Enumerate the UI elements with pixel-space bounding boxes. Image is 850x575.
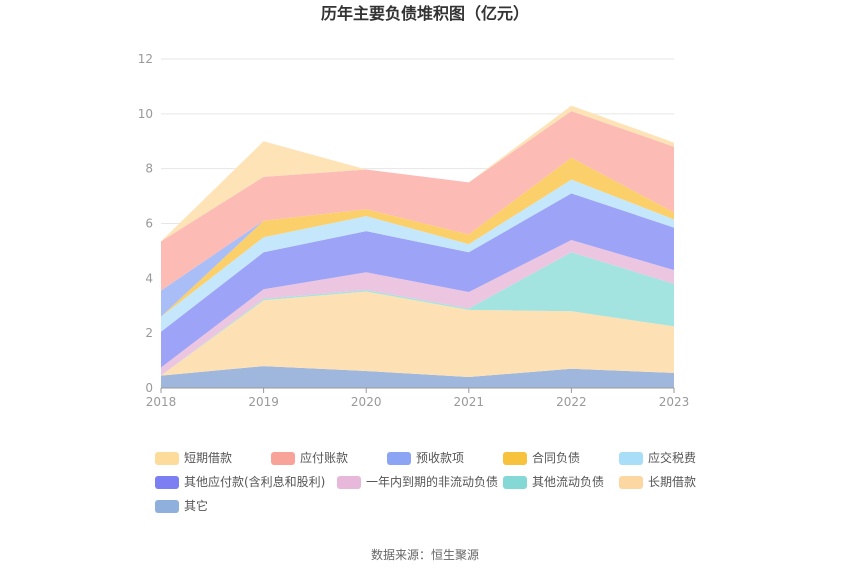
x-tick-label: 2022 bbox=[556, 395, 587, 409]
y-tick-label: 6 bbox=[145, 217, 153, 231]
legend-label: 应交税费 bbox=[648, 450, 696, 465]
legend-label: 短期借款 bbox=[184, 451, 232, 465]
legend-swatch bbox=[155, 476, 179, 489]
legend-swatch bbox=[155, 500, 179, 513]
y-tick-label: 8 bbox=[145, 162, 153, 176]
area-series-2 bbox=[161, 252, 674, 376]
legend-swatch bbox=[155, 452, 179, 465]
legend-label: 应付账款 bbox=[300, 450, 348, 465]
legend-swatch bbox=[503, 476, 527, 489]
chart-title: 历年主要负债堆积图（亿元） bbox=[321, 4, 529, 23]
legend-label: 长期借款 bbox=[648, 475, 696, 489]
legend-label: 一年内到期的非流动负债 bbox=[366, 474, 498, 489]
x-tick-label: 2021 bbox=[454, 395, 485, 409]
area-series-0 bbox=[161, 366, 674, 388]
y-axis-ticks: 0 2 4 6 8 10 12 bbox=[138, 52, 153, 395]
y-tick-label: 2 bbox=[145, 326, 153, 340]
legend-label: 合同负债 bbox=[532, 450, 580, 465]
legend-swatch bbox=[271, 452, 295, 465]
x-tick-label: 2020 bbox=[351, 395, 382, 409]
legend-swatch bbox=[619, 476, 643, 489]
area-series-9 bbox=[161, 105, 674, 242]
y-tick-label: 0 bbox=[145, 381, 153, 395]
x-tick-label: 2019 bbox=[248, 395, 279, 409]
x-tick-label: 2023 bbox=[659, 395, 690, 409]
area-series-1 bbox=[161, 291, 674, 378]
area-series-4 bbox=[161, 193, 674, 368]
area-series-8 bbox=[161, 111, 674, 291]
legend-label: 预收款项 bbox=[416, 451, 464, 465]
legend-swatch bbox=[619, 452, 643, 465]
x-tick-label: 2018 bbox=[146, 395, 177, 409]
y-tick-label: 12 bbox=[138, 52, 153, 66]
legend-swatch bbox=[337, 476, 361, 489]
y-tick-label: 4 bbox=[145, 271, 153, 285]
area-series bbox=[161, 105, 674, 388]
legend-swatch bbox=[503, 452, 527, 465]
legend-label: 其他流动负债 bbox=[532, 475, 604, 489]
x-axis: 2018 2019 2020 2021 2022 2023 bbox=[146, 387, 690, 409]
data-source: 数据来源：恒生聚源 bbox=[371, 547, 479, 562]
legend-label: 其它 bbox=[184, 498, 208, 513]
y-tick-label: 10 bbox=[138, 107, 153, 121]
legend-label: 其他应付款(含利息和股利) bbox=[184, 474, 325, 489]
legend-swatch bbox=[387, 452, 411, 465]
